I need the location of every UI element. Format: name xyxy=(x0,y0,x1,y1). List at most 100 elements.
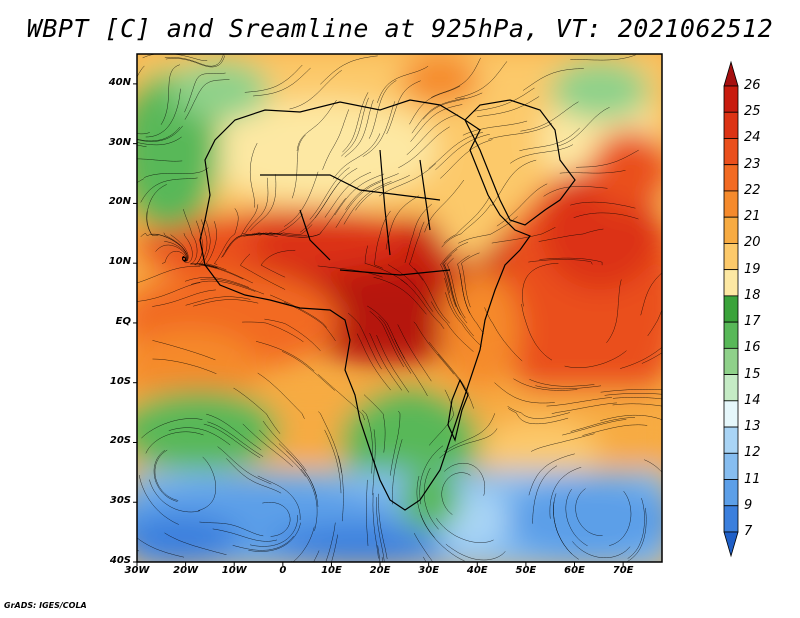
colorbar-swatch xyxy=(723,216,739,244)
streamline xyxy=(334,173,385,216)
streamline xyxy=(242,321,304,343)
streamline xyxy=(416,475,435,538)
streamline xyxy=(193,299,259,307)
streamline xyxy=(249,174,277,231)
streamline xyxy=(404,203,432,263)
streamline xyxy=(389,410,401,476)
streamline xyxy=(364,245,408,285)
streamline xyxy=(152,358,217,375)
colorbar-swatch xyxy=(723,374,739,402)
streamline xyxy=(200,219,219,269)
streamline xyxy=(262,502,291,537)
streamline xyxy=(368,80,397,139)
streamline xyxy=(281,351,335,391)
streamline xyxy=(521,303,553,361)
streamline xyxy=(582,424,648,436)
streamline xyxy=(519,127,580,152)
streamline xyxy=(414,268,450,324)
streamline xyxy=(248,522,301,552)
lon-tick-label: 40E xyxy=(466,565,488,576)
streamline xyxy=(443,413,496,453)
streamline xyxy=(529,379,595,387)
streamline xyxy=(137,136,182,146)
streamline xyxy=(551,402,617,414)
streamline xyxy=(538,228,604,242)
streamline xyxy=(324,171,372,218)
streamline xyxy=(152,340,216,361)
streamline xyxy=(377,545,381,562)
streamline xyxy=(447,257,466,319)
streamline xyxy=(437,353,474,409)
streamline xyxy=(546,397,612,407)
streamline xyxy=(612,397,662,400)
streamline xyxy=(422,92,483,120)
streamline xyxy=(494,382,555,404)
streamline xyxy=(410,104,463,142)
streamline xyxy=(513,378,578,391)
streamline xyxy=(397,324,432,382)
streamline xyxy=(573,212,639,220)
streamline xyxy=(520,101,579,132)
streamline xyxy=(496,183,548,227)
streamline xyxy=(141,418,203,439)
streamline xyxy=(318,411,342,473)
streamline xyxy=(398,126,450,169)
streamline xyxy=(212,528,278,542)
streamline xyxy=(473,87,535,112)
streamline xyxy=(296,99,337,152)
colorbar-level-label: 21 xyxy=(744,209,761,225)
streamline xyxy=(366,305,405,359)
streamline xyxy=(562,419,627,436)
streamline xyxy=(184,79,230,120)
coastlines xyxy=(199,99,576,511)
colorbar-level-label: 26 xyxy=(744,78,761,93)
streamline xyxy=(444,278,474,337)
streamline xyxy=(317,265,383,278)
streamline xyxy=(488,123,553,140)
colorbar-swatch xyxy=(723,426,739,454)
streamline xyxy=(369,311,405,368)
streamline xyxy=(292,526,315,562)
streamline xyxy=(233,387,281,434)
lat-tick-label: 30N xyxy=(108,136,131,148)
streamline xyxy=(539,257,603,266)
streamline xyxy=(454,61,508,99)
colorbar xyxy=(723,60,739,558)
streamline xyxy=(222,232,278,258)
streamline xyxy=(191,280,256,292)
streamline xyxy=(200,278,265,295)
colorbar-level-label: 23 xyxy=(744,156,761,172)
streamline xyxy=(640,272,662,316)
lon-tick-label: 10W xyxy=(221,565,247,576)
streamline xyxy=(242,177,269,234)
lon-tick-label: 30W xyxy=(124,565,150,576)
streamline xyxy=(522,68,584,91)
streamline xyxy=(244,64,303,93)
lat-tick-label: EQ xyxy=(115,315,131,327)
streamline xyxy=(341,97,369,157)
streamline xyxy=(528,259,593,265)
streamline xyxy=(386,80,421,135)
streamline xyxy=(373,276,427,315)
streamline xyxy=(255,341,315,372)
streamline xyxy=(413,532,434,562)
streamline xyxy=(160,64,180,125)
streamline xyxy=(406,114,458,155)
streamline xyxy=(462,120,528,136)
streamline xyxy=(549,467,582,519)
streamline xyxy=(363,394,386,453)
streamline xyxy=(600,389,662,393)
streamline xyxy=(461,252,480,308)
streamline xyxy=(392,439,403,505)
streamline xyxy=(445,543,506,561)
streamline xyxy=(347,312,382,370)
streamline xyxy=(570,201,636,209)
streamline xyxy=(419,445,444,505)
streamline xyxy=(361,409,373,474)
colorbar-level-label: 7 xyxy=(744,524,753,539)
streamline xyxy=(137,126,181,142)
streamline xyxy=(508,408,569,425)
streamline xyxy=(378,493,388,560)
streamline xyxy=(324,429,342,494)
streamlines xyxy=(137,54,662,562)
